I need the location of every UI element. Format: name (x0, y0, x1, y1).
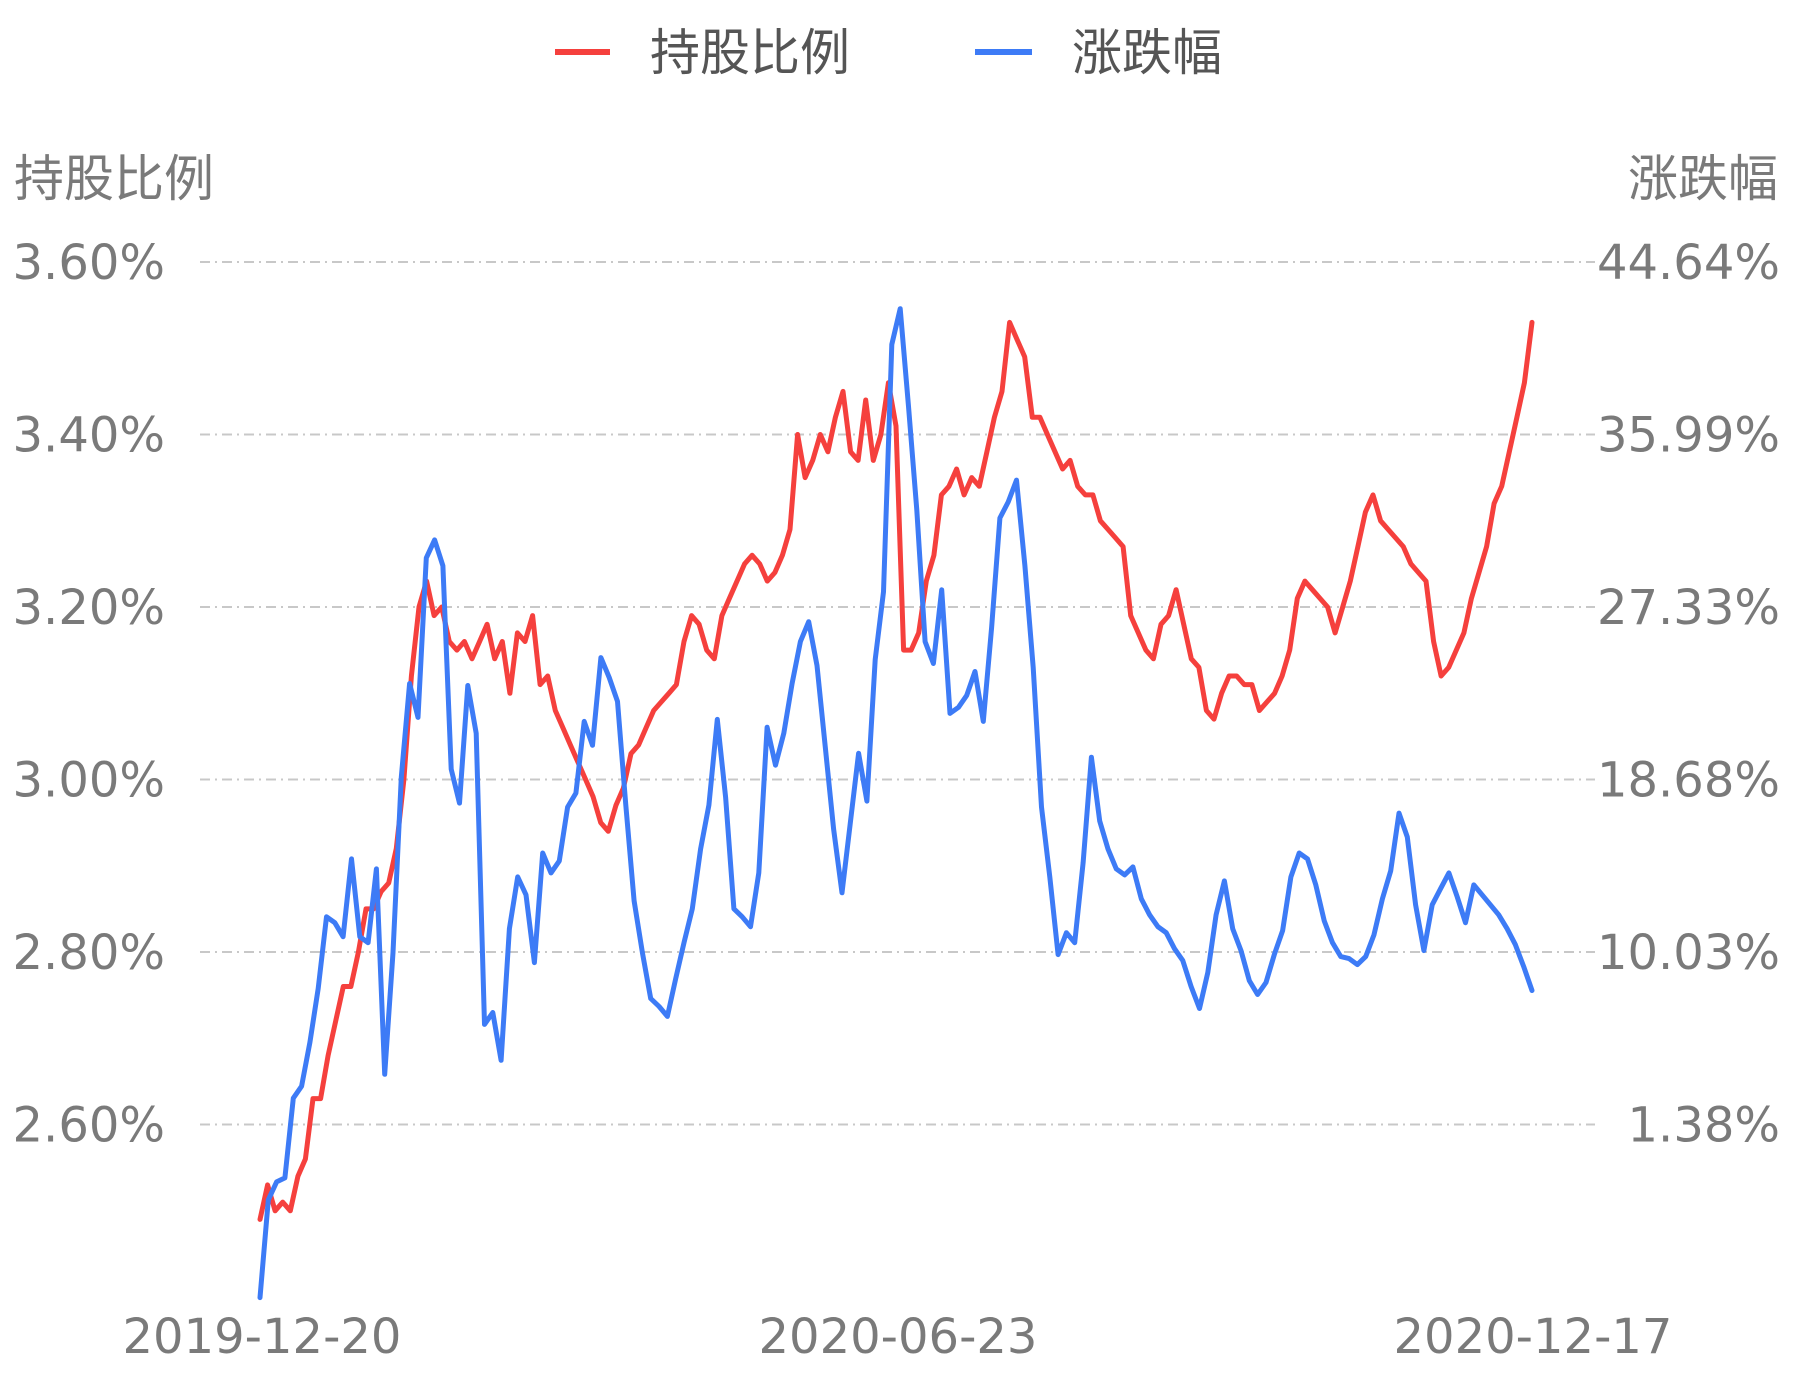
legend-item-holding-ratio[interactable]: 持股比例 (555, 24, 850, 82)
y-right-tick-label: 1.38% (1628, 1098, 1780, 1154)
y-right-tick-label: 27.33% (1597, 580, 1780, 636)
y-right-axis-title: 涨跌幅 (1628, 150, 1778, 208)
y-left-tick-label: 2.60% (13, 1098, 165, 1154)
y-right-axis: 44.64% 35.99% 27.33% 18.68% 10.03% 1.38% (1597, 235, 1780, 1154)
x-tick-label: 2019-12-20 (123, 1309, 402, 1365)
x-tick-label: 2020-12-17 (1394, 1309, 1673, 1365)
y-left-tick-label: 3.40% (13, 408, 165, 464)
legend-item-change-pct[interactable]: 涨跌幅 (975, 24, 1222, 82)
y-left-tick-label: 3.20% (13, 580, 165, 636)
legend: 持股比例 涨跌幅 (555, 24, 1222, 82)
y-left-axis-title: 持股比例 (14, 150, 214, 208)
y-left-tick-label: 3.00% (13, 753, 165, 809)
y-right-tick-label: 44.64% (1597, 235, 1780, 291)
legend-label-holding-ratio: 持股比例 (650, 24, 850, 82)
y-left-axis: 3.60% 3.40% 3.20% 3.00% 2.80% 2.60% (13, 235, 165, 1154)
y-left-tick-label: 3.60% (13, 235, 165, 291)
y-left-tick-label: 2.80% (13, 925, 165, 981)
series-line-holding-ratio (257, 319, 1535, 1222)
x-axis: 2019-12-20 2020-06-23 2020-12-17 (123, 1309, 1673, 1365)
series-line-change-pct (257, 306, 1535, 1301)
y-right-tick-label: 35.99% (1597, 408, 1780, 464)
y-right-tick-label: 18.68% (1597, 753, 1780, 809)
plot-area (257, 306, 1535, 1301)
legend-label-change-pct: 涨跌幅 (1072, 24, 1222, 82)
y-right-tick-label: 10.03% (1597, 925, 1780, 981)
x-tick-label: 2020-06-23 (759, 1309, 1038, 1365)
